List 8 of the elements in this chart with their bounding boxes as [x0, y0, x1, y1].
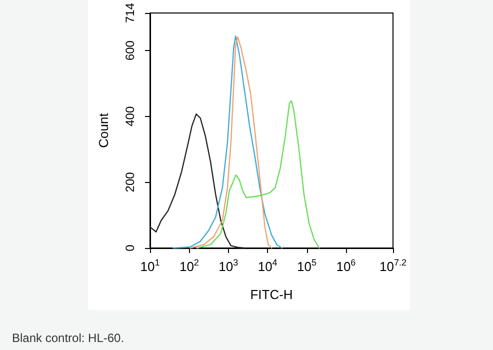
text: Blank control: HL-60. — [12, 331, 124, 345]
x-axis-title: FITC-H — [250, 287, 293, 302]
y-tick-label: 600 — [123, 40, 137, 61]
y-tick-label: 714 — [123, 2, 137, 24]
y-tick-label: 200 — [123, 172, 137, 192]
y-tick-label: 400 — [123, 106, 137, 126]
y-axis-title: Count — [96, 112, 111, 148]
y-tick-label: 0 — [123, 244, 137, 252]
